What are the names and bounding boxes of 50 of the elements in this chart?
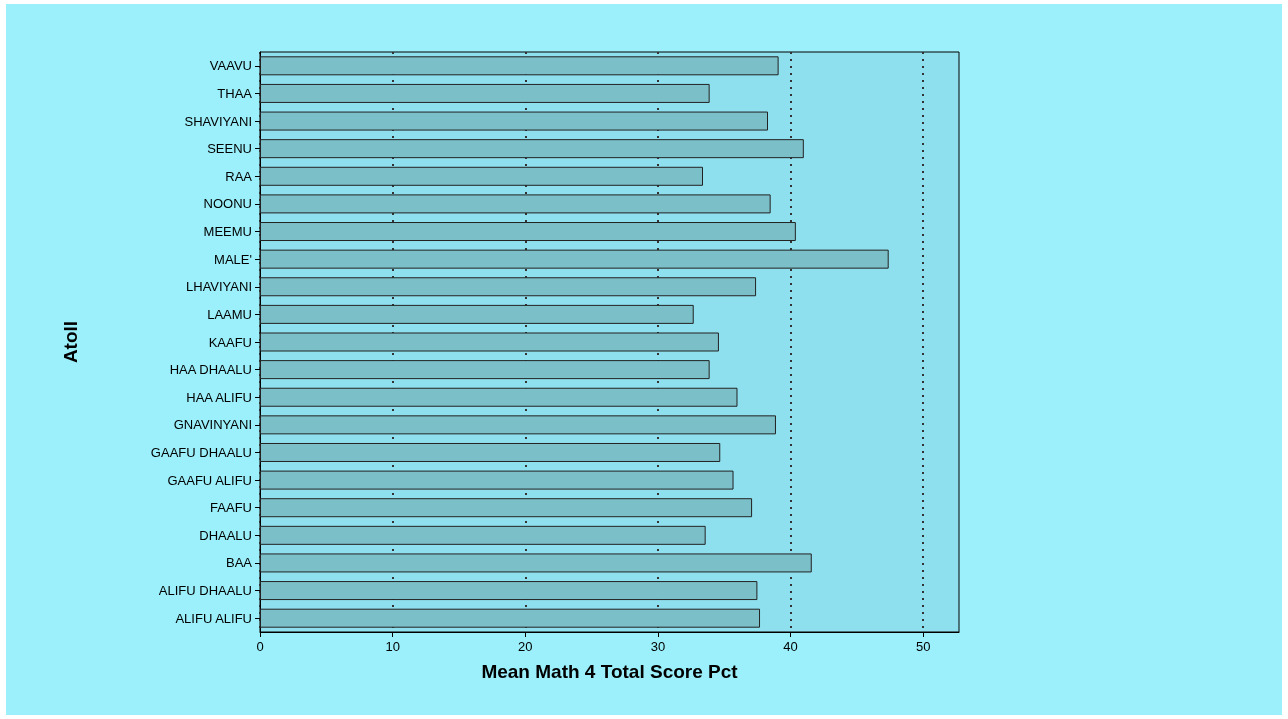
y-tick-label: GNAVINYANI <box>173 417 252 433</box>
y-axis-title: Atoll <box>60 320 81 364</box>
y-tick-label: FAAFU <box>210 500 252 516</box>
bar <box>260 415 776 435</box>
bar <box>260 470 734 490</box>
y-tick-label: GAAFU ALIFU <box>167 472 252 488</box>
y-tick-label: HAA ALIFU <box>186 389 252 405</box>
bar <box>260 139 804 159</box>
y-tick-label: RAA <box>225 168 253 184</box>
y-tick-label: SEENU <box>207 141 252 157</box>
bar <box>260 581 758 601</box>
y-tick-label: BAA <box>225 555 253 571</box>
bar <box>260 442 721 462</box>
bar <box>260 166 704 186</box>
y-tick-label: ALIFU DHAALU <box>158 583 252 599</box>
y-tick-label: MEEMU <box>203 224 252 240</box>
bar <box>260 194 771 214</box>
y-tick-label: LHAVIYANI <box>186 279 252 295</box>
bar <box>260 304 694 324</box>
y-tick-label: THAA <box>217 85 253 101</box>
bar <box>260 332 719 352</box>
bar <box>260 360 710 380</box>
bar <box>260 277 757 297</box>
y-tick-label: LAAMU <box>207 306 252 322</box>
bar <box>260 83 710 103</box>
y-tick-label: DHAALU <box>199 527 252 543</box>
x-tick-label: 10 <box>385 639 400 654</box>
bar <box>260 525 706 545</box>
x-tick-label: 40 <box>783 639 798 654</box>
x-tick-label: 50 <box>915 639 931 654</box>
y-tick-label: MALE' <box>214 251 252 267</box>
y-tick-label: HAA DHAALU <box>169 362 252 378</box>
bar <box>260 111 768 131</box>
bar <box>260 387 738 407</box>
bar <box>260 249 889 269</box>
x-tick-label: 30 <box>650 639 666 654</box>
y-tick-label: NOONU <box>203 196 252 212</box>
y-tick-label: GAAFU DHAALU <box>150 444 252 460</box>
x-axis-title: Mean Math 4 Total Score Pct <box>481 661 739 682</box>
y-tick-label: KAAFU <box>208 334 252 350</box>
y-tick-label: VAAVU <box>209 58 252 74</box>
x-tick-label: 20 <box>518 639 533 654</box>
x-tick-label: 0 <box>256 639 264 654</box>
bar <box>260 56 779 76</box>
bar <box>260 222 796 242</box>
bar <box>260 553 812 573</box>
bar <box>260 498 753 518</box>
bar <box>260 608 761 628</box>
y-tick-label: SHAVIYANI <box>184 113 252 129</box>
y-tick-label: ALIFU ALIFU <box>175 610 252 626</box>
